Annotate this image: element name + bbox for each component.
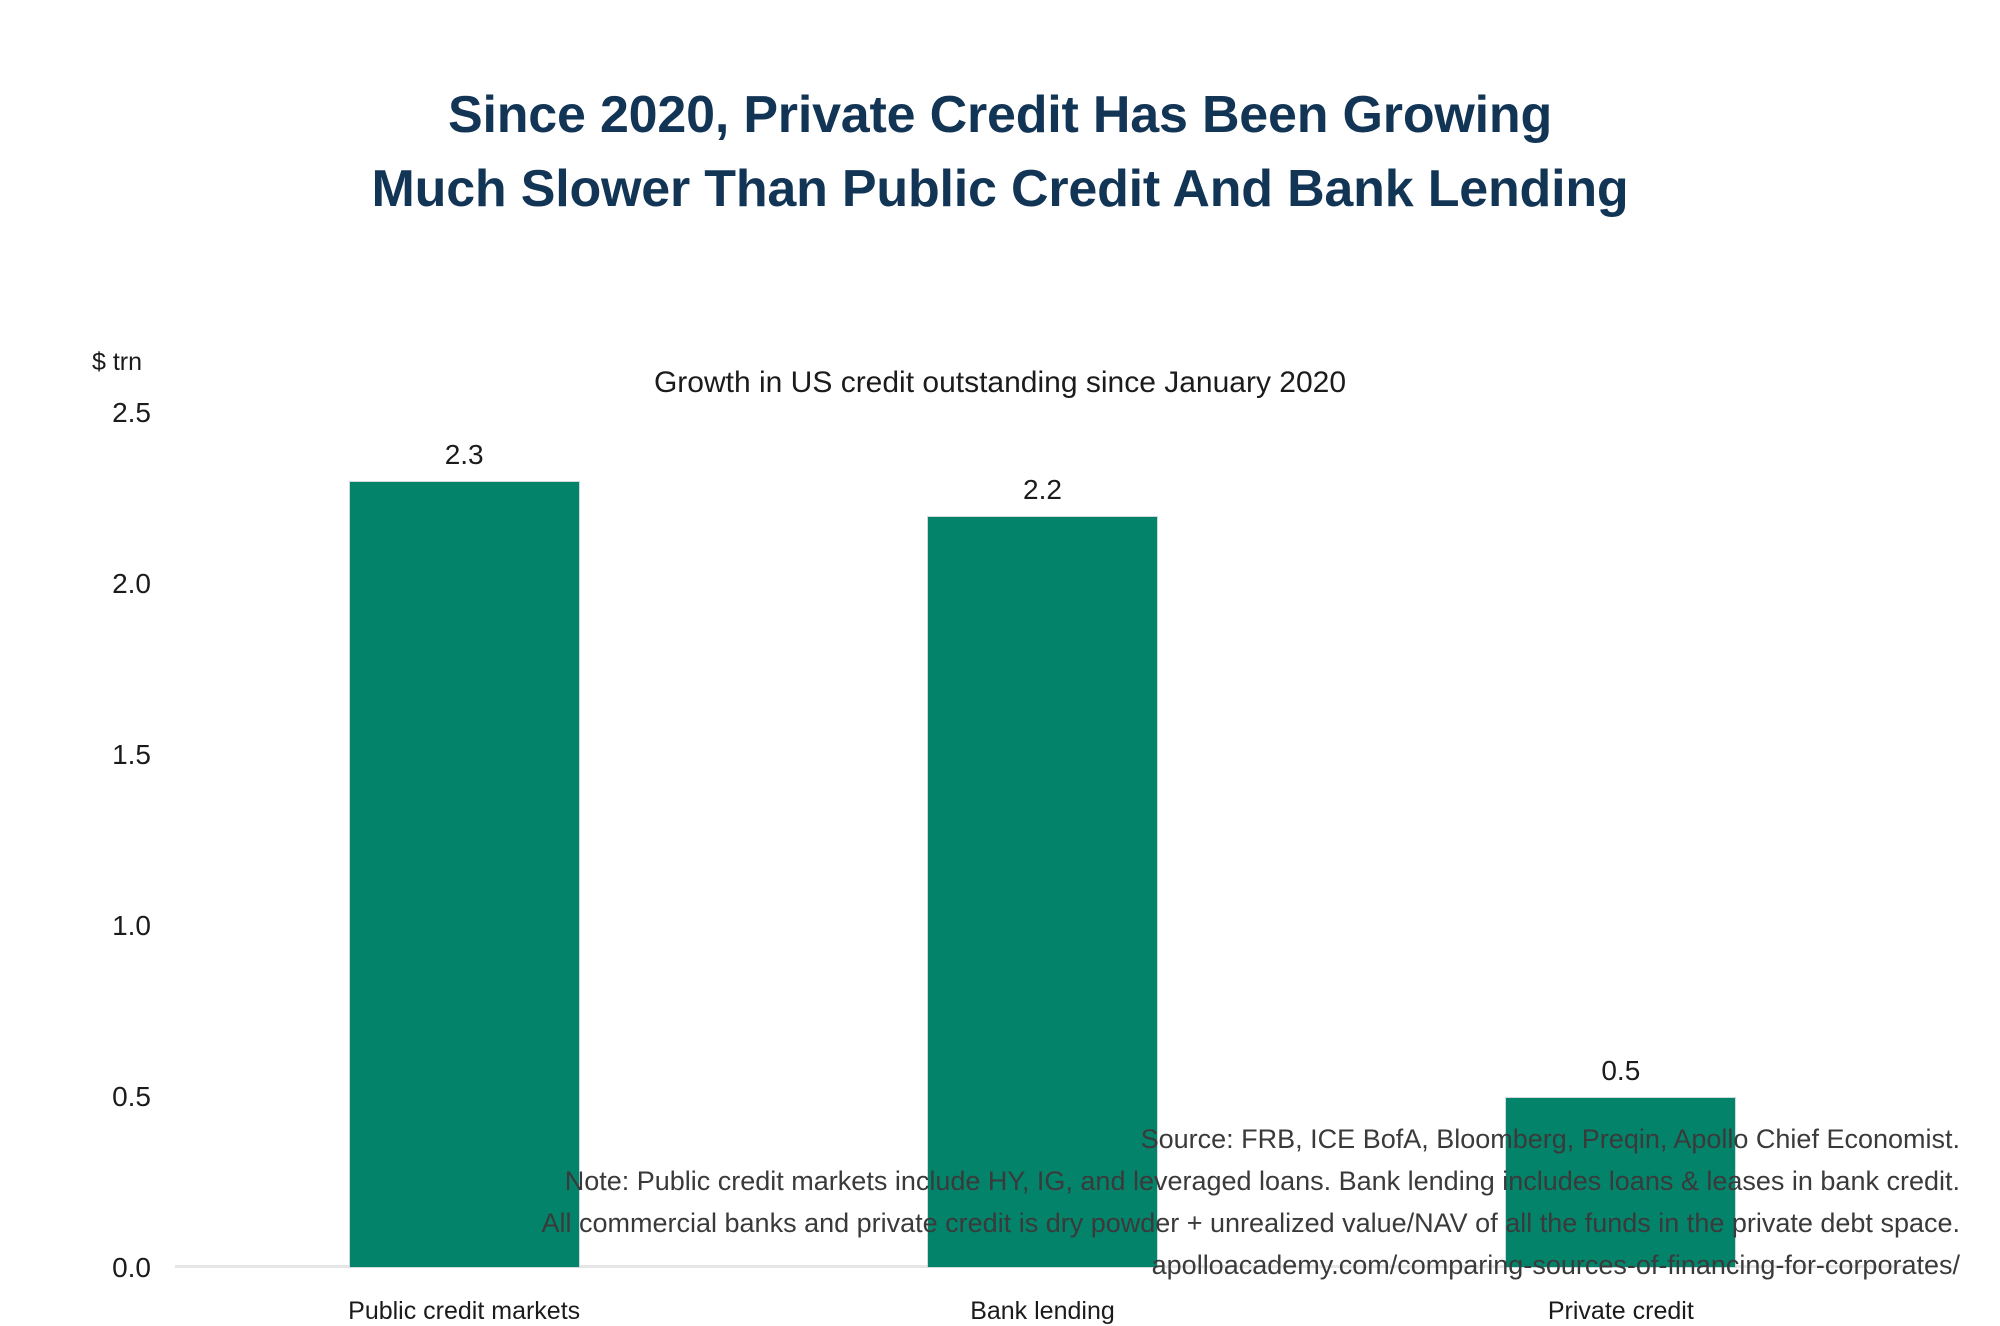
y-axis-tick-label: 1.5 [112,739,151,770]
footnote-source: Source: FRB, ICE BofA, Bloomberg, Preqin… [1140,1124,1960,1154]
y-axis-tick-label: 0.5 [112,1081,151,1112]
bar[interactable] [927,515,1158,1268]
y-axis-unit-label: $ trn [92,348,143,376]
bar-value-label: 0.5 [1601,1055,1641,1086]
title-line-2: Much Slower Than Public Credit And Bank … [371,160,1629,218]
chart-subtitle: Growth in US credit outstanding since Ja… [653,366,1347,399]
x-axis-category-label: Private credit [1547,1297,1694,1325]
y-axis-tick-label: 2.5 [112,397,151,428]
x-axis-category-label: Public credit markets [348,1297,581,1325]
title-line-1: Since 2020, Private Credit Has Been Grow… [447,86,1553,144]
x-axis-category-label: Bank lending [970,1297,1115,1325]
bar[interactable] [348,481,580,1268]
page-title: Since 2020, Private Credit Has Been Grow… [0,78,2000,226]
y-axis-tick-label: 2.0 [112,568,151,599]
bar-value-label: 2.2 [1023,473,1062,505]
footnote-block: Source: FRB, ICE BofA, Bloomberg, Preqin… [0,1118,2000,1286]
bar[interactable] [1505,1097,1737,1268]
footnote-url[interactable]: apolloacademy.com/comparing-sources-of-f… [1151,1250,1960,1280]
y-axis-tick-label: 1.0 [112,910,151,941]
bar-chart: $ trn Growth in US credit outstanding si… [0,320,2000,1325]
footnote-note-line-1: Note: Public credit markets include HY, … [564,1166,1960,1196]
y-axis-tick-label: 0.0 [112,1252,151,1283]
bar-value-label: 2.3 [444,439,484,471]
footnote-note-line-2: All commercial banks and private credit … [541,1208,1961,1238]
bar-group: 0.5 Private credit [1505,413,1737,1325]
